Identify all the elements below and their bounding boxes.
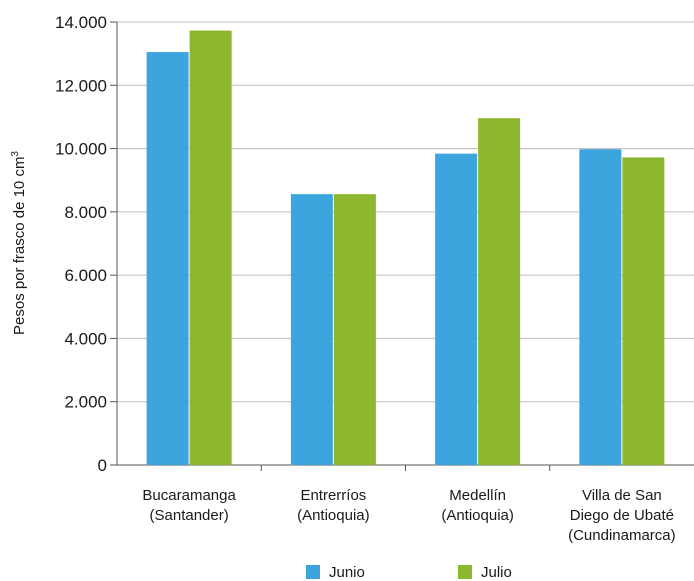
bar-junio [435,153,478,466]
legend-swatch-junio [306,565,320,579]
bars [146,30,665,466]
x-category-label: Villa de San Diego de Ubaté (Cundinamarca) [568,487,676,544]
legend-label-junio: Junio [329,564,365,581]
y-tick-label: 14.000 [55,13,107,32]
y-tick-label: 4.000 [64,329,107,348]
x-category-labels: Bucaramanga (Santander) Entrerríos (Antioqu… [142,487,675,544]
x-category-label: Bucaramanga (Santander) [142,487,236,524]
y-tick-label: 10.000 [55,140,107,159]
bar-junio [290,194,333,465]
legend-swatch-julio [458,565,472,579]
bar-julio [189,30,232,465]
y-tick-label: 8.000 [64,203,107,222]
bar-junio [579,149,622,465]
x-category-label: Entrerríos (Antioquia) [297,487,370,524]
bar-julio [622,157,665,465]
y-axis-label-text: Pesos por frasco de 10 cm [11,157,28,335]
y-tick-label: 0 [98,456,107,475]
bar-julio [333,194,376,465]
y-axis-label: Pesos por frasco de 10 cm3 [10,151,28,335]
bar-julio [478,118,521,466]
y-tick-labels: 0 2.000 4.000 6.000 8.000 10.000 12.000 14.000 [55,13,107,475]
y-tick-label: 6.000 [64,266,107,285]
legend-label-julio: Julio [481,564,512,581]
y-tick-label: 12.000 [55,76,107,95]
bar-junio [146,52,189,465]
y-tick-label: 2.000 [64,393,107,412]
x-category-label: Medellín (Antioquia) [441,487,514,524]
legend: Junio Julio [306,564,512,581]
y-axis-label-superscript: 3 [10,151,21,157]
